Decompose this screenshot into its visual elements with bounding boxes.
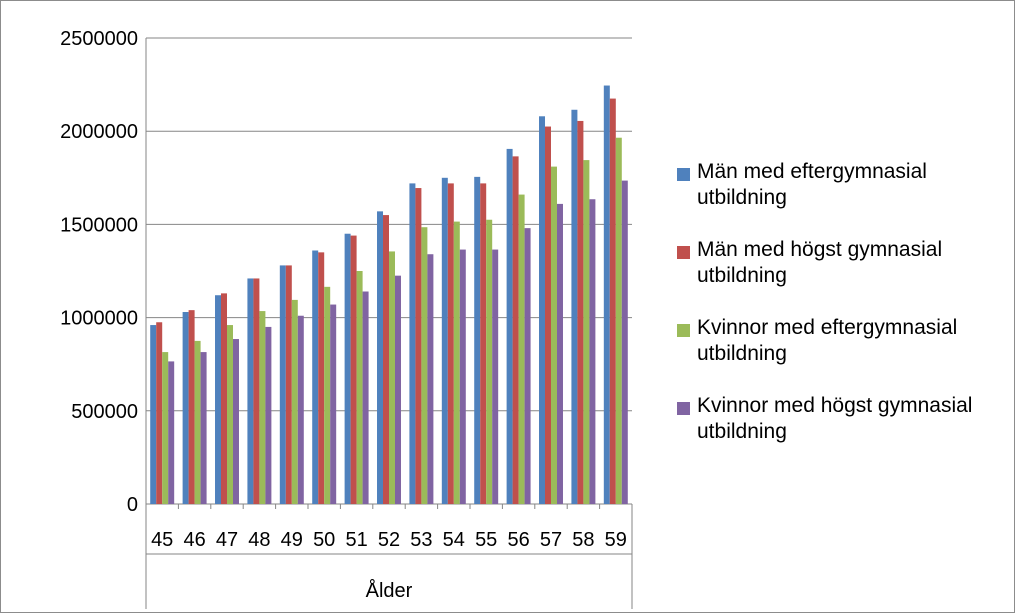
bar <box>344 233 351 504</box>
bar <box>318 252 325 504</box>
legend-label: Män med högst gymnasial utbildning <box>697 238 943 287</box>
legend-label: Kvinnor med eftergymnasial utbildning <box>697 316 958 365</box>
bar <box>421 227 428 505</box>
bar <box>227 325 233 504</box>
legend-label: Män med eftergymnasial utbildning <box>697 160 927 209</box>
y-tick-label: 500000 <box>71 401 138 423</box>
x-tick-label: 45 <box>151 529 173 551</box>
bar <box>506 148 513 504</box>
bar <box>621 180 628 504</box>
x-tick-label: 55 <box>475 529 497 551</box>
bar <box>221 293 227 504</box>
y-tick-label: 1000000 <box>60 308 138 330</box>
bar <box>247 278 254 504</box>
bar <box>512 156 519 504</box>
legend-item: Kvinnor med högst gymnasial utbildning <box>677 393 1012 471</box>
bar <box>415 188 422 504</box>
bar <box>324 286 331 504</box>
bar <box>583 160 590 505</box>
bar <box>486 219 493 505</box>
legend-item: Män med högst gymnasial utbildning <box>677 237 1012 315</box>
bar <box>389 251 395 504</box>
bar <box>539 116 546 505</box>
bar <box>441 177 448 505</box>
bar <box>545 126 551 504</box>
x-tick-label: 50 <box>313 529 335 551</box>
y-tick-label: 0 <box>127 494 138 516</box>
x-tick-label: 56 <box>507 529 529 551</box>
bar <box>556 203 563 504</box>
y-tick-label: 1500000 <box>60 214 138 236</box>
bar <box>279 265 286 504</box>
bar <box>259 311 266 504</box>
bar <box>150 325 157 504</box>
bar <box>362 291 369 504</box>
bar <box>609 98 616 504</box>
x-tick-label: 46 <box>183 529 205 551</box>
bar <box>188 310 195 504</box>
bar <box>182 312 189 504</box>
legend-item: Kvinnor med eftergymnasial utbildning <box>677 315 1012 393</box>
bar <box>356 271 363 504</box>
legend: Män med eftergymnasial utbildning Män med… <box>677 159 1012 471</box>
bar <box>518 194 525 505</box>
bar <box>194 340 201 504</box>
bar <box>409 183 416 504</box>
bar <box>265 326 272 504</box>
x-tick-label: 59 <box>605 529 627 551</box>
x-tick-label: 58 <box>572 529 594 551</box>
bar <box>615 137 622 504</box>
bar <box>394 275 401 504</box>
x-tick-label: 57 <box>540 529 562 551</box>
bar <box>215 295 222 504</box>
bar <box>492 249 499 504</box>
bar <box>168 361 175 504</box>
legend-label: Kvinnor med högst gymnasial utbildning <box>697 394 973 443</box>
x-tick-label: 53 <box>410 529 432 551</box>
bar <box>524 228 531 505</box>
bar <box>571 109 578 504</box>
legend-swatch <box>677 402 690 415</box>
bar <box>377 211 384 505</box>
bar <box>480 183 487 504</box>
legend-swatch <box>677 246 690 259</box>
bar <box>383 215 389 504</box>
bar <box>253 278 260 504</box>
legend-swatch <box>677 168 690 181</box>
bar <box>453 221 460 504</box>
bar <box>312 250 319 504</box>
bar <box>162 352 169 504</box>
bar <box>291 299 298 504</box>
bar <box>474 176 481 505</box>
x-tick-label: 52 <box>378 529 400 551</box>
bar <box>551 166 557 504</box>
x-tick-label: 51 <box>345 529 367 551</box>
bar <box>447 183 454 504</box>
bar <box>330 304 337 504</box>
legend-item: Män med eftergymnasial utbildning <box>677 159 1012 237</box>
x-tick-label: 48 <box>248 529 270 551</box>
bar <box>577 120 584 504</box>
bar <box>589 199 596 504</box>
bar <box>350 235 357 505</box>
y-tick-label: 2500000 <box>60 28 138 50</box>
bar <box>232 339 239 504</box>
x-axis-title: Ålder <box>366 579 413 602</box>
x-tick-label: 49 <box>281 529 303 551</box>
x-tick-label: 54 <box>443 529 465 551</box>
x-tick-label: 47 <box>216 529 238 551</box>
bar <box>603 85 610 505</box>
bar <box>297 315 304 504</box>
legend-swatch <box>677 324 690 337</box>
bar <box>459 249 466 504</box>
bar <box>156 322 163 504</box>
y-tick-label: 2000000 <box>60 121 138 143</box>
bar <box>285 265 292 504</box>
bar <box>427 254 434 504</box>
bar <box>200 352 207 504</box>
